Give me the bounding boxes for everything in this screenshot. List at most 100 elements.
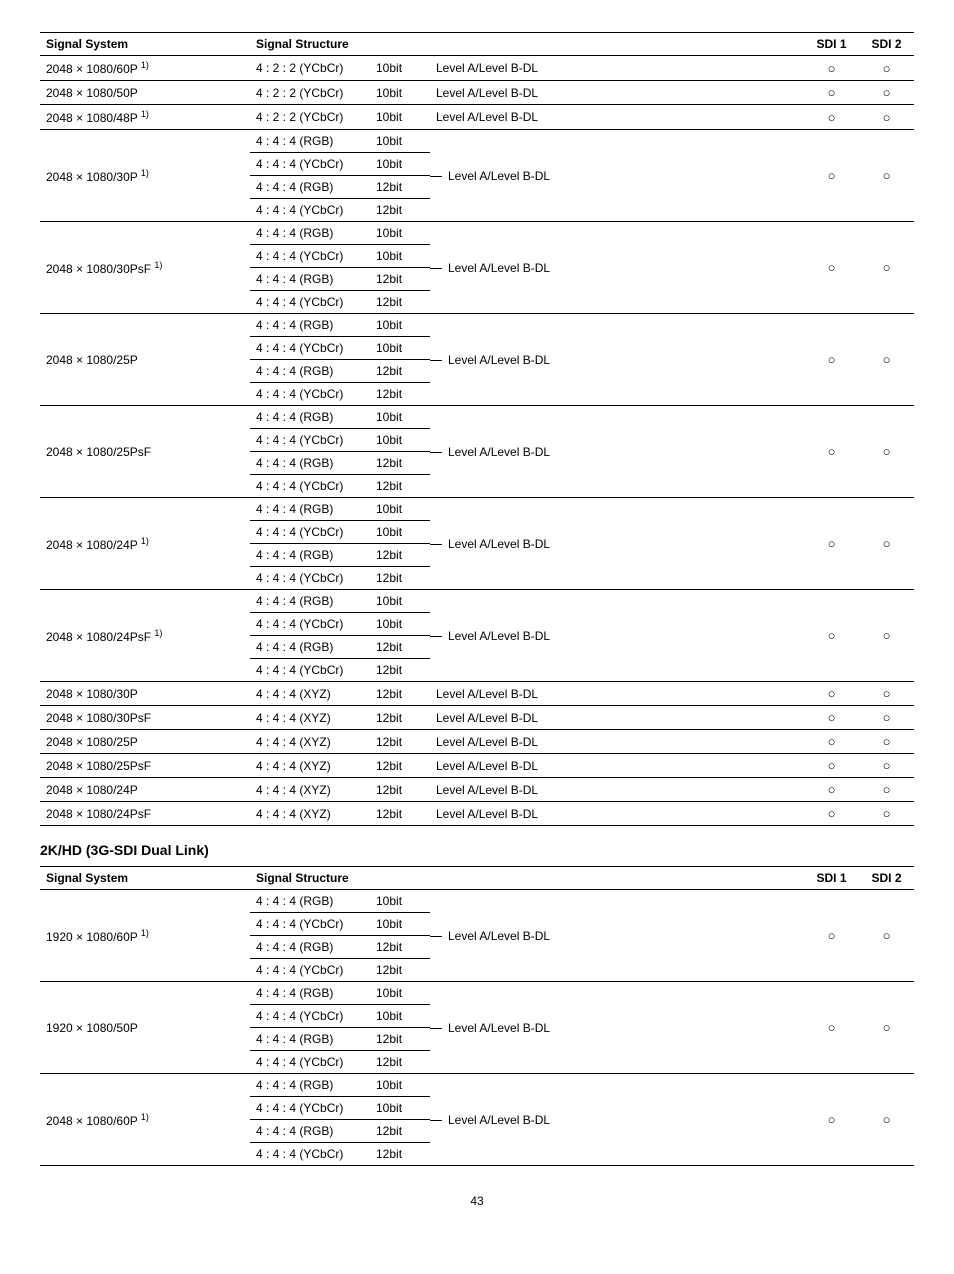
signal-system-cell: 1920 × 1080/60P 1): [40, 890, 250, 982]
bitdepth-cell: 10bit: [370, 406, 430, 429]
signal-system-cell: 2048 × 1080/30P: [40, 682, 250, 706]
sdi1-cell: ○: [804, 778, 859, 802]
sdi1-cell: ○: [804, 105, 859, 130]
bitdepth-cell: 12bit: [370, 452, 430, 475]
bitdepth-cell: 12bit: [370, 730, 430, 754]
format-cell: 4 : 4 : 4 (RGB): [250, 1074, 370, 1097]
sdi1-cell: ○: [804, 406, 859, 498]
bitdepth-cell: 12bit: [370, 659, 430, 682]
signal-system-cell: 2048 × 1080/60P 1): [40, 56, 250, 81]
sdi2-cell: ○: [859, 314, 914, 406]
bitdepth-cell: 12bit: [370, 475, 430, 498]
format-cell: 4 : 4 : 4 (RGB): [250, 590, 370, 613]
sdi2-cell: ○: [859, 56, 914, 81]
bitdepth-cell: 10bit: [370, 498, 430, 521]
format-cell: 4 : 4 : 4 (RGB): [250, 314, 370, 337]
level-cell: Level A/Level B-DL: [430, 222, 804, 314]
table-row: 2048 × 1080/30P4 : 4 : 4 (XYZ)12bitLevel…: [40, 682, 914, 706]
bitdepth-cell: 10bit: [370, 521, 430, 544]
col-sdi1: SDI 1: [804, 33, 859, 56]
col-signal-structure: Signal Structure: [250, 867, 804, 890]
bitdepth-cell: 12bit: [370, 1051, 430, 1074]
table-row: 2048 × 1080/24PsF 1)4 : 4 : 4 (RGB)10bit…: [40, 590, 914, 613]
format-cell: 4 : 4 : 4 (XYZ): [250, 706, 370, 730]
signal-system-cell: 2048 × 1080/25P: [40, 314, 250, 406]
signal-system-cell: 2048 × 1080/60P 1): [40, 1074, 250, 1166]
format-cell: 4 : 4 : 4 (RGB): [250, 222, 370, 245]
bitdepth-cell: 12bit: [370, 291, 430, 314]
signal-system-cell: 2048 × 1080/30PsF 1): [40, 222, 250, 314]
format-cell: 4 : 4 : 4 (RGB): [250, 936, 370, 959]
table-row: 2048 × 1080/24PsF4 : 4 : 4 (XYZ)12bitLev…: [40, 802, 914, 826]
format-cell: 4 : 4 : 4 (YCbCr): [250, 245, 370, 268]
format-cell: 4 : 4 : 4 (YCbCr): [250, 613, 370, 636]
bitdepth-cell: 12bit: [370, 1120, 430, 1143]
sdi1-cell: ○: [804, 706, 859, 730]
bitdepth-cell: 10bit: [370, 982, 430, 1005]
signal-system-cell: 2048 × 1080/25PsF: [40, 754, 250, 778]
bitdepth-cell: 10bit: [370, 245, 430, 268]
sdi2-cell: ○: [859, 498, 914, 590]
bitdepth-cell: 12bit: [370, 802, 430, 826]
format-cell: 4 : 4 : 4 (RGB): [250, 452, 370, 475]
table-row: 2048 × 1080/30PsF4 : 4 : 4 (XYZ)12bitLev…: [40, 706, 914, 730]
sdi2-cell: ○: [859, 802, 914, 826]
sdi2-cell: ○: [859, 778, 914, 802]
format-cell: 4 : 4 : 4 (YCbCr): [250, 913, 370, 936]
bitdepth-cell: 12bit: [370, 636, 430, 659]
level-cell: Level A/Level B-DL: [430, 754, 804, 778]
format-cell: 4 : 4 : 4 (XYZ): [250, 802, 370, 826]
level-cell: Level A/Level B-DL: [430, 590, 804, 682]
table-row: 2048 × 1080/24P4 : 4 : 4 (XYZ)12bitLevel…: [40, 778, 914, 802]
format-cell: 4 : 4 : 4 (RGB): [250, 406, 370, 429]
format-cell: 4 : 4 : 4 (RGB): [250, 1120, 370, 1143]
bitdepth-cell: 12bit: [370, 936, 430, 959]
format-cell: 4 : 4 : 4 (YCbCr): [250, 429, 370, 452]
level-cell: Level A/Level B-DL: [430, 778, 804, 802]
level-cell: Level A/Level B-DL: [430, 802, 804, 826]
bitdepth-cell: 10bit: [370, 153, 430, 176]
bitdepth-cell: 12bit: [370, 176, 430, 199]
format-cell: 4 : 4 : 4 (XYZ): [250, 682, 370, 706]
format-cell: 4 : 4 : 4 (YCbCr): [250, 475, 370, 498]
format-cell: 4 : 4 : 4 (RGB): [250, 1028, 370, 1051]
format-cell: 4 : 4 : 4 (YCbCr): [250, 659, 370, 682]
sdi2-cell: ○: [859, 706, 914, 730]
sdi2-cell: ○: [859, 730, 914, 754]
level-cell: Level A/Level B-DL: [430, 406, 804, 498]
table-row: 2048 × 1080/30P 1)4 : 4 : 4 (RGB)10bitLe…: [40, 130, 914, 153]
table-row: 2048 × 1080/25PsF4 : 4 : 4 (XYZ)12bitLev…: [40, 754, 914, 778]
table-row: 2048 × 1080/60P 1)4 : 2 : 2 (YCbCr)10bit…: [40, 56, 914, 81]
sdi2-cell: ○: [859, 754, 914, 778]
bitdepth-cell: 10bit: [370, 590, 430, 613]
level-cell: Level A/Level B-DL: [430, 81, 804, 105]
sdi1-cell: ○: [804, 802, 859, 826]
table-row: 1920 × 1080/50P4 : 4 : 4 (RGB)10bitLevel…: [40, 982, 914, 1005]
page-number: 43: [40, 1194, 914, 1208]
col-sdi1: SDI 1: [804, 867, 859, 890]
table-header-row: Signal System Signal Structure SDI 1 SDI…: [40, 33, 914, 56]
format-cell: 4 : 2 : 2 (YCbCr): [250, 56, 370, 81]
format-cell: 4 : 4 : 4 (YCbCr): [250, 567, 370, 590]
format-cell: 4 : 4 : 4 (YCbCr): [250, 153, 370, 176]
bitdepth-cell: 10bit: [370, 890, 430, 913]
signal-table-1: Signal System Signal Structure SDI 1 SDI…: [40, 32, 914, 826]
sdi1-cell: ○: [804, 982, 859, 1074]
level-cell: Level A/Level B-DL: [430, 105, 804, 130]
signal-system-cell: 2048 × 1080/50P: [40, 81, 250, 105]
bitdepth-cell: 12bit: [370, 1143, 430, 1166]
table-row: 2048 × 1080/25PsF4 : 4 : 4 (RGB)10bitLev…: [40, 406, 914, 429]
sdi1-cell: ○: [804, 81, 859, 105]
level-cell: Level A/Level B-DL: [430, 1074, 804, 1166]
sdi1-cell: ○: [804, 314, 859, 406]
format-cell: 4 : 4 : 4 (RGB): [250, 130, 370, 153]
bitdepth-cell: 10bit: [370, 913, 430, 936]
table-header-row: Signal System Signal Structure SDI 1 SDI…: [40, 867, 914, 890]
signal-system-cell: 2048 × 1080/24P 1): [40, 498, 250, 590]
sdi2-cell: ○: [859, 105, 914, 130]
bitdepth-cell: 12bit: [370, 778, 430, 802]
format-cell: 4 : 4 : 4 (RGB): [250, 544, 370, 567]
sdi1-cell: ○: [804, 590, 859, 682]
signal-system-cell: 2048 × 1080/25PsF: [40, 406, 250, 498]
signal-system-cell: 2048 × 1080/24PsF 1): [40, 590, 250, 682]
